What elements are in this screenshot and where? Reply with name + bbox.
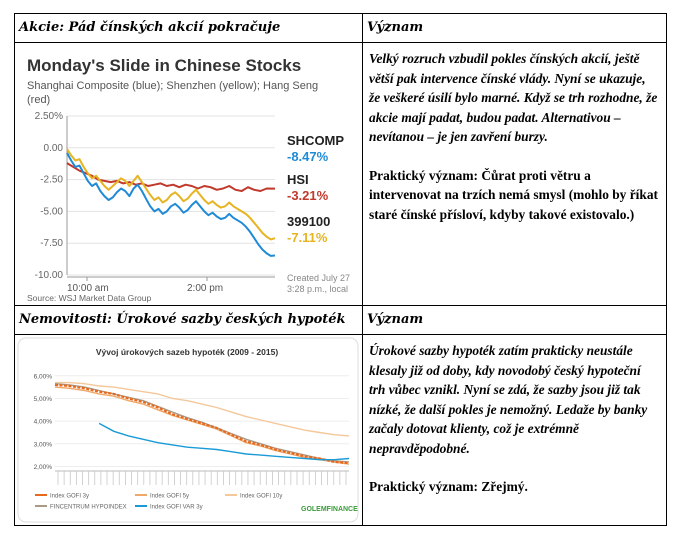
row2-paragraph-2: Praktický význam: Zřejmý. (369, 479, 528, 494)
chart2-legend-label: Index GOFI VAR 3y (150, 505, 203, 511)
chart1-series-shcomp-line (66, 152, 276, 257)
row2-text-cell: Úrokové sazby hypoték zatím prakticky ne… (362, 334, 667, 526)
chart2-legend-label: Index GOFI 5y (150, 494, 189, 500)
chart1-xtick-2: 2:00 pm (187, 283, 223, 294)
chart1-title: Monday's Slide in Chinese Stocks (27, 56, 301, 75)
chinese-stocks-chart-cell: Monday's Slide in Chinese Stocks Shangha… (14, 42, 363, 306)
chart1-ytick: 2.50% (35, 111, 63, 122)
row1-text-cell: Velký rozruch vzbudil pokles čínských ak… (362, 42, 667, 306)
legend-hsi-value: -3.21% (287, 188, 329, 203)
chart1-ytick: 0.00 (44, 143, 64, 154)
newsletter-table: Akcie: Pád čínských akcií pokračuje Význ… (14, 13, 667, 526)
chart2-series-line-5 (98, 422, 350, 461)
chart1-footnote-line2: 3:28 p.m., local (287, 284, 348, 294)
row1-paragraph-1: Velký rozruch vzbudil pokles čínských ak… (369, 51, 658, 144)
chart1-xtick-1: 10:00 am (67, 283, 109, 294)
chart1-ytick: -10.00 (35, 270, 64, 281)
chart2-legend-label: FINCENTRUM HYPOINDEX (50, 505, 127, 511)
chart1-series-399100-line (66, 148, 276, 241)
chinese-stocks-chart: Monday's Slide in Chinese Stocks Shangha… (27, 56, 350, 303)
legend-shcomp-name: SHCOMP (287, 133, 344, 148)
chart1-subtitle-line1: Shanghai Composite (blue); Shenzhen (yel… (27, 80, 318, 92)
chart2-ytick: 5,00% (34, 396, 53, 403)
legend-399100-name: 399100 (287, 214, 330, 229)
chart2-ytick: 4,00% (34, 419, 53, 426)
chart2-title: Vývoj úrokových sazeb hypoték (2009 - 20… (96, 347, 279, 357)
chart1-subtitle-line2: (red) (27, 94, 50, 106)
row1-right-header: Význam (362, 13, 667, 43)
chart1-ytick: -2.50 (40, 175, 63, 186)
mortgage-rates-chart: Vývoj úrokových sazeb hypoték (2009 - 20… (17, 337, 359, 523)
chart2-ytick: 3,00% (34, 441, 53, 448)
chart2-ytick: 6,00% (34, 373, 53, 380)
legend-399100-value: -7.11% (287, 230, 328, 245)
chart1-series-hsi-line (66, 162, 276, 192)
chart1-ytick: -7.50 (40, 238, 63, 249)
row2-left-header: Nemovitosti: Úrokové sazby českých hypot… (14, 305, 363, 335)
chart1-ytick: -5.00 (40, 206, 63, 217)
chart2-legend-label: Index GOFI 3y (50, 494, 89, 500)
chart2-series-line-3 (55, 381, 350, 437)
mortgage-chart-cell: Vývoj úrokových sazeb hypoték (2009 - 20… (14, 334, 363, 526)
chart2-ytick: 2,00% (34, 464, 53, 471)
chart2-brand: GOLEMFINANCE (301, 506, 358, 513)
chart2-legend-label: Index GOFI 10y (240, 494, 282, 500)
row2-right-header: Význam (362, 305, 667, 335)
legend-hsi-name: HSI (287, 172, 309, 187)
row1-left-header: Akcie: Pád čínských akcií pokračuje (14, 13, 363, 43)
chart1-source: Source: WSJ Market Data Group (27, 293, 152, 303)
chart1-footnote-line1: Created July 27 (287, 273, 350, 283)
chart2-series-line-1 (54, 383, 350, 465)
chart2-frame (17, 337, 359, 523)
row2-paragraph-1: Úrokové sazby hypoték zatím prakticky ne… (369, 343, 648, 456)
legend-shcomp-value: -8.47% (287, 149, 329, 164)
row1-paragraph-2: Praktický význam: Čůrat proti větru a in… (369, 167, 658, 222)
